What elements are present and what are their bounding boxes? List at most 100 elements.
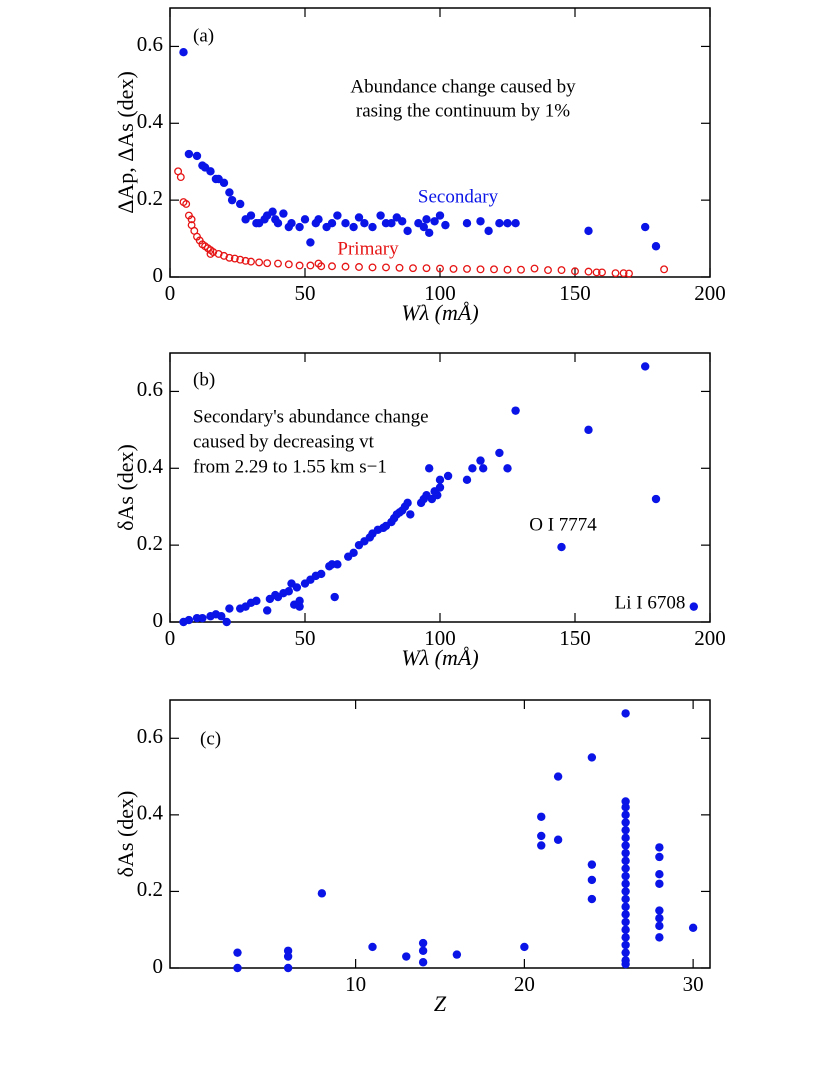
y-tick-label: 0.2 — [137, 531, 163, 555]
data-point — [314, 215, 323, 224]
data-point — [263, 259, 272, 268]
data-point — [382, 263, 390, 272]
x-tick-label: 100 — [424, 281, 456, 305]
x-tick-label: 100 — [424, 626, 456, 650]
data-point — [688, 923, 698, 932]
data-point — [621, 864, 630, 873]
data-point — [441, 220, 450, 230]
data-point — [283, 946, 293, 955]
data-point — [192, 151, 202, 161]
data-point — [655, 870, 664, 879]
data-point — [435, 211, 445, 220]
data-point — [246, 211, 256, 220]
data-point — [306, 238, 315, 247]
data-point — [184, 149, 194, 159]
x-tick-label: 200 — [694, 281, 726, 305]
data-point — [621, 818, 630, 827]
data-point — [553, 835, 563, 844]
data-point — [403, 498, 412, 508]
annotation: (b) — [193, 369, 215, 390]
y-axis-label: δAs (dex) — [113, 444, 138, 531]
data-point — [418, 946, 428, 955]
series-label: Primary — [337, 238, 399, 259]
data-point — [233, 948, 242, 957]
data-point — [537, 812, 546, 821]
data-point — [430, 217, 439, 226]
data-point — [349, 222, 358, 232]
annotation: from 2.29 to 1.55 km s−1 — [193, 456, 387, 477]
data-point — [537, 831, 546, 841]
data-point — [463, 264, 471, 273]
data-point — [279, 209, 288, 218]
x-tick-label: 30 — [683, 972, 704, 996]
data-point — [537, 841, 546, 850]
data-point — [621, 803, 630, 812]
data-point — [418, 958, 428, 967]
data-point — [274, 259, 282, 268]
data-point — [621, 856, 630, 865]
data-point — [443, 471, 453, 481]
data-point — [655, 852, 664, 862]
data-point — [621, 841, 630, 850]
data-point — [283, 952, 293, 961]
data-point — [621, 810, 630, 820]
x-tick-label: 150 — [559, 626, 591, 650]
data-point — [621, 833, 630, 843]
data-point — [222, 617, 231, 627]
data-point — [587, 753, 597, 762]
data-point — [619, 269, 628, 278]
y-tick-label: 0.6 — [137, 32, 163, 56]
data-point — [621, 925, 630, 934]
data-point — [406, 510, 415, 519]
data-point — [268, 207, 277, 216]
data-point — [655, 906, 664, 915]
data-point — [368, 222, 377, 232]
data-point — [462, 475, 472, 485]
data-point — [295, 596, 304, 606]
y-tick-label: 0.2 — [137, 186, 163, 210]
data-point — [641, 222, 650, 232]
series-label: Secondary — [418, 186, 499, 207]
data-point — [187, 215, 196, 224]
data-point — [621, 894, 630, 904]
data-point — [225, 188, 234, 197]
data-point — [252, 596, 261, 606]
data-point — [225, 604, 234, 613]
data-point — [273, 219, 283, 228]
y-tick-label: 0.4 — [137, 801, 164, 825]
x-tick-label: 150 — [559, 281, 591, 305]
data-point — [349, 548, 358, 558]
data-point — [571, 267, 579, 276]
data-point — [503, 219, 512, 228]
x-tick-label: 10 — [345, 972, 366, 996]
data-point — [287, 219, 296, 228]
data-point — [295, 261, 304, 270]
annotation: Li I 6708 — [615, 592, 686, 613]
data-point — [557, 542, 566, 552]
data-point — [402, 952, 411, 961]
panel: 0 50 100 150 200 0 0.2 0.4 0.6 Wλ (mÅ) ΔAp, ΔAs (d… — [113, 7, 726, 325]
x-tick-label: 0 — [165, 626, 176, 650]
data-point — [490, 265, 498, 274]
data-point — [306, 261, 315, 270]
data-point — [317, 569, 326, 579]
data-point — [655, 921, 664, 931]
data-point — [230, 254, 239, 263]
data-point — [530, 264, 539, 273]
data-point — [179, 47, 188, 57]
data-point — [435, 475, 445, 485]
data-point — [236, 255, 245, 264]
data-point — [479, 464, 488, 473]
y-axis-label: δAs (dex) — [113, 791, 138, 878]
data-point — [621, 902, 630, 911]
data-point — [176, 173, 185, 182]
data-point — [184, 615, 194, 625]
x-tick-label: 50 — [295, 281, 316, 305]
y-tick-label: 0.4 — [137, 454, 164, 478]
annotation: caused by decreasing vt — [193, 431, 375, 452]
y-tick-label: 0.6 — [137, 377, 163, 401]
data-point — [495, 448, 504, 458]
data-point — [621, 910, 630, 919]
